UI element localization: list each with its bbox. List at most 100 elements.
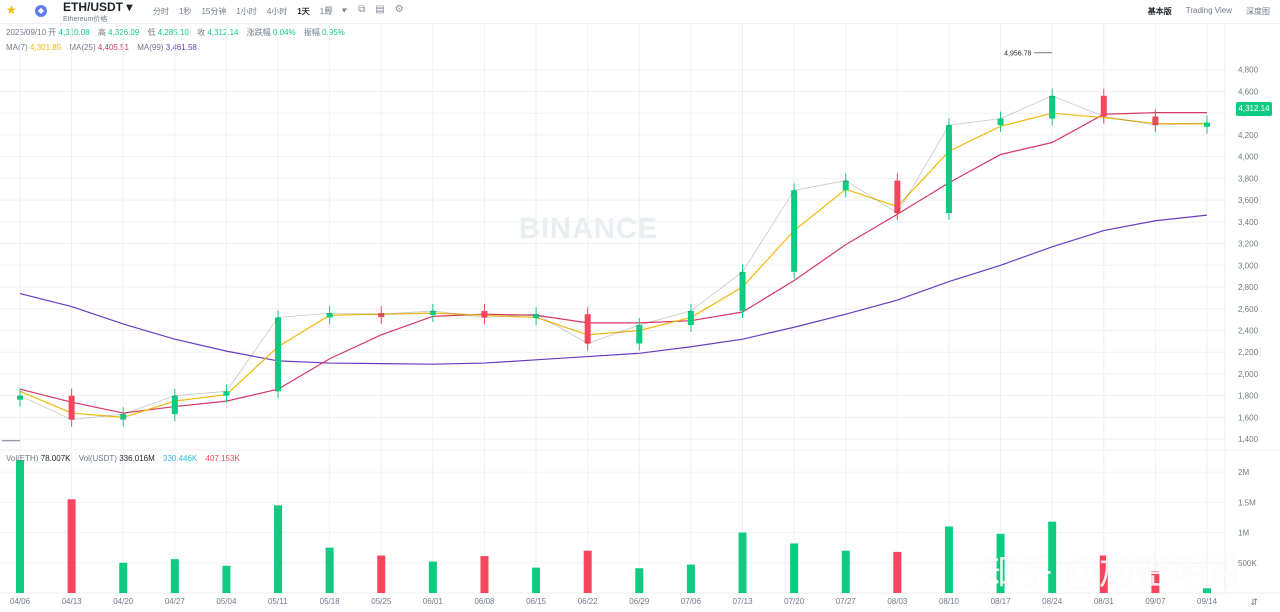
volume-tick-label: 500K	[1238, 559, 1257, 568]
price-tick-label: 4,200	[1238, 131, 1259, 140]
open-value: 4,310.08	[58, 28, 90, 37]
ma-line: MA(7) 4,301.85 MA(25) 4,405.51 MA(99) 3,…	[6, 43, 197, 52]
candle-body	[1152, 116, 1159, 126]
candle-body	[842, 180, 849, 191]
candle-body	[894, 180, 901, 214]
view-tab-tradingview[interactable]: Trading View	[1185, 6, 1232, 15]
ma25-value: 4,405.51	[97, 43, 129, 52]
time-tick-label: 08/31	[1094, 597, 1115, 606]
volume-bar	[377, 555, 386, 593]
annotation-label: 4,956.78	[1004, 51, 1031, 58]
time-tick-label: 04/06	[10, 597, 31, 606]
ma7-label: MA(7)	[6, 43, 28, 52]
layout-icon[interactable]: ▤	[375, 4, 385, 15]
candle-body	[1100, 95, 1107, 117]
volume-tick-label: 1.5M	[1238, 498, 1256, 507]
time-tick-label: 04/20	[113, 597, 134, 606]
settings-icon[interactable]: ⚙	[394, 4, 404, 15]
candle-body	[378, 313, 385, 318]
time-tick-label: 06/29	[629, 597, 650, 606]
volume-bar	[274, 505, 283, 593]
interval-tab[interactable]: 15分钟	[201, 7, 227, 16]
time-tick-label: 05/11	[268, 597, 288, 606]
volume-bar	[686, 564, 695, 593]
low-value: 4,285.10	[157, 28, 189, 37]
time-tick-label: 06/22	[578, 597, 599, 606]
candle-body	[687, 310, 694, 326]
indicator-icon[interactable]: ⌁	[342, 4, 349, 15]
calendar-icon[interactable]: □	[326, 4, 333, 15]
volume-bar	[532, 567, 541, 593]
volume-bar	[1203, 588, 1211, 593]
candle-body	[945, 125, 952, 214]
ma99-line	[19, 214, 1208, 365]
volume-eth-label: Vol(ETH)	[6, 454, 39, 463]
pair-title[interactable]: ETH/USDT ▾	[63, 0, 133, 14]
time-tick-label: 09/07	[1145, 597, 1166, 606]
volume-bar	[16, 460, 24, 593]
candle-body	[171, 395, 178, 415]
amplitude-value: 0.95%	[322, 28, 345, 37]
time-tick-label: 07/27	[836, 597, 857, 606]
view-tab-depth[interactable]: 深度图	[1246, 7, 1270, 16]
change-value: 0.04%	[272, 28, 296, 37]
time-tick-label: 05/18	[320, 597, 341, 606]
price-tick-label: 4,000	[1238, 153, 1259, 162]
candle-body	[68, 395, 75, 420]
interval-tab[interactable]: 1周	[319, 7, 333, 16]
price-tick-label: 2,600	[1238, 305, 1259, 314]
candle-body	[997, 118, 1004, 126]
volume-bar	[428, 561, 437, 593]
ma99-value: 3,461.58	[165, 43, 197, 52]
candle-body	[481, 310, 488, 318]
eth-coin-icon: ◆	[35, 5, 47, 17]
bottom-settings-icon[interactable]: ⇵	[1250, 597, 1258, 607]
volume-bar	[738, 532, 747, 593]
price-tick-label: 3,800	[1238, 174, 1259, 183]
interval-tab[interactable]: 1小时	[236, 7, 257, 16]
pair-subtitle: Ethereum价格	[63, 16, 108, 23]
price-tick-label: 3,400	[1238, 218, 1259, 227]
price-tick-label: 3,200	[1238, 240, 1259, 249]
compare-icon[interactable]: ⧉	[358, 4, 366, 15]
price-guide-line	[19, 95, 1208, 420]
time-tick-label: 07/06	[681, 597, 702, 606]
interval-tab[interactable]: 4小时	[266, 7, 288, 16]
ma7-line	[19, 112, 1208, 419]
volume-usdt-value: 336.016M	[119, 454, 155, 463]
candle-body	[1204, 122, 1210, 127]
interval-tab[interactable]: 1秒	[179, 7, 192, 16]
candle-body	[533, 314, 540, 319]
time-tick-label: 06/01	[423, 597, 444, 606]
ma25-label: MA(25)	[69, 43, 96, 52]
view-tabs: 基本版 Trading View 深度图	[1148, 6, 1270, 17]
interval-dropdown-icon[interactable]: ▾	[342, 6, 347, 15]
interval-tab-active[interactable]: 1天	[297, 7, 310, 16]
view-tab-basic[interactable]: 基本版	[1147, 7, 1172, 16]
current-price-badge: 4,312.14	[1236, 102, 1272, 116]
change-label: 涨跌幅	[246, 28, 271, 37]
interval-tab[interactable]: 分时	[153, 7, 169, 16]
candle-body	[1049, 95, 1056, 119]
favorite-star-icon[interactable]: ★	[6, 3, 17, 17]
close-label: 收	[197, 28, 206, 37]
time-tick-label: 08/10	[939, 597, 960, 606]
overlay-watermark: 知乎 @加密明月	[980, 551, 1243, 592]
candle-body	[584, 314, 591, 344]
volume-tick-label: 1M	[1238, 529, 1249, 538]
candle-body	[275, 317, 282, 392]
candle-body	[429, 310, 436, 315]
volume-bar	[1048, 521, 1057, 593]
close-value: 4,312.14	[207, 28, 239, 37]
time-tick-label: 09/14	[1197, 597, 1218, 606]
volume-ma1-value: 330.446K	[163, 454, 198, 463]
ma99-label: MA(99)	[137, 43, 164, 52]
volume-eth-value: 78.007K	[40, 454, 71, 463]
volume-bar	[67, 499, 76, 593]
volume-bar	[170, 559, 179, 593]
price-tick-label: 3,600	[1238, 196, 1259, 205]
ma25-line	[19, 111, 1208, 414]
candle-body	[17, 395, 23, 400]
price-tick-label: 4,600	[1238, 87, 1259, 96]
